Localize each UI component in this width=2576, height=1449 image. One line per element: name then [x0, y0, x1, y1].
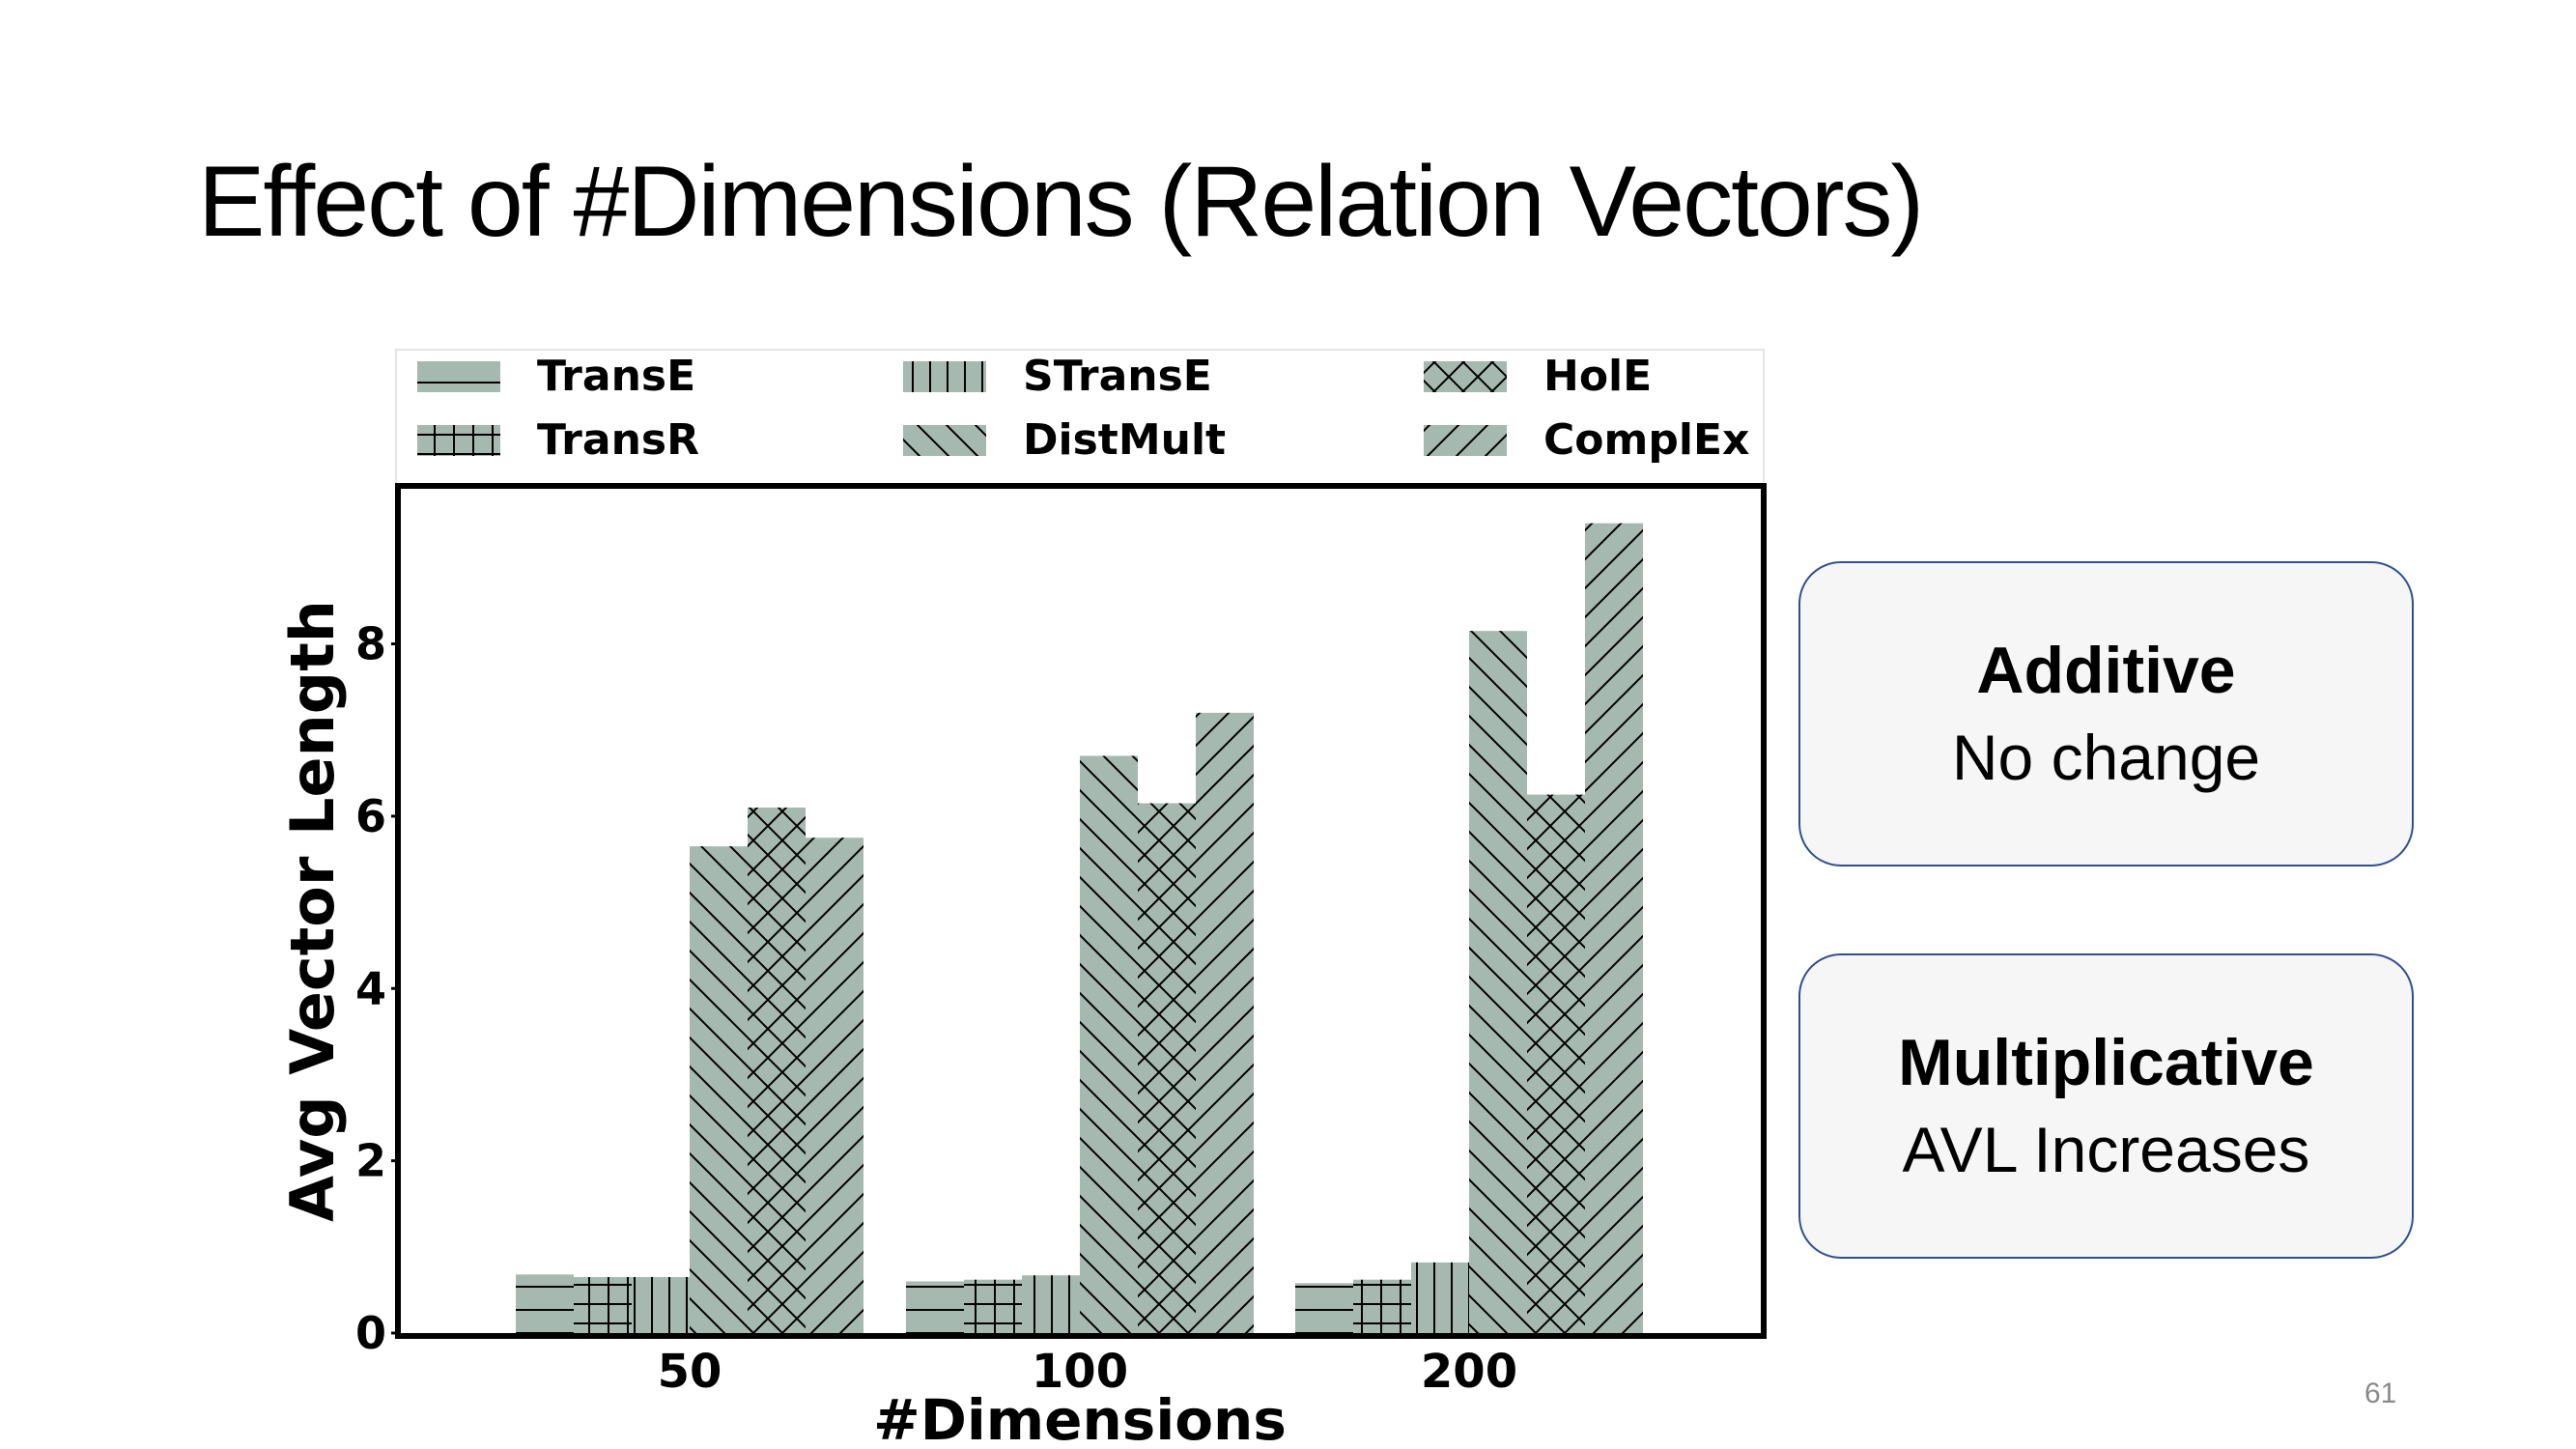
bar-hatch [806, 838, 863, 1333]
legend-label-transe: TransE [537, 352, 695, 401]
bar-hatch [1080, 755, 1138, 1333]
bar-hatch [690, 846, 748, 1333]
bar-hatch [964, 1279, 1022, 1333]
callout-heading: Additive [1976, 633, 2236, 707]
legend-label-stranse: STransE [1023, 352, 1212, 401]
bars [516, 523, 1643, 1333]
bar-hatch [574, 1277, 632, 1333]
legend-swatch-hatch [903, 361, 986, 392]
legend-label-complex: ComplEx [1543, 415, 1749, 465]
y-tick-label: 8 [355, 618, 386, 670]
y-axis-label: Avg Vector Length [277, 600, 348, 1222]
y-tick-label: 2 [355, 1135, 386, 1187]
bar-hatch [516, 1274, 574, 1333]
bar-hatch [1022, 1275, 1080, 1333]
legend: TransE TransR STransE DistMult HolE ComplEx [417, 352, 1749, 465]
y-tick-label: 4 [355, 962, 386, 1014]
legend-label-hole: HolE [1543, 352, 1652, 401]
legend-label-transr: TransR [537, 415, 699, 465]
legend-box [395, 349, 1765, 486]
y-tick-label: 0 [355, 1307, 386, 1359]
x-tick-label: 50 [658, 1345, 722, 1399]
bar-hatch [1469, 631, 1527, 1333]
bar-hatch [1527, 794, 1585, 1333]
callout-text: AVL Increases [1902, 1114, 2310, 1186]
bar-hatch [1353, 1279, 1411, 1333]
bar-hatch [1196, 712, 1254, 1333]
bar-hatch [632, 1277, 690, 1333]
slide-title: Effect of #Dimensions (Relation Vectors) [198, 146, 1924, 258]
legend-swatch-hatch [1424, 361, 1507, 392]
y-axis: 0 2 4 6 8 [355, 618, 398, 1359]
callout-heading: Multiplicative [1898, 1025, 2314, 1099]
bar-hatch [1138, 803, 1196, 1333]
legend-swatch-hatch [417, 425, 500, 456]
bar-hatch [1411, 1262, 1469, 1333]
callout-text: No change [1951, 722, 2261, 794]
legend-swatch-hatch [1424, 425, 1507, 456]
additive-callout: Additive No change [1798, 561, 2414, 867]
plot-frame [395, 483, 1767, 1339]
legend-swatch-hatch [903, 425, 986, 456]
legend-label-distmult: DistMult [1023, 415, 1226, 465]
x-tick-label: 100 [1032, 1345, 1128, 1399]
page-number: 61 [2364, 1378, 2397, 1409]
legend-swatch-hatch [417, 361, 500, 392]
x-axis-label: #Dimensions [873, 1387, 1287, 1449]
bar-hatch [906, 1281, 964, 1333]
x-axis: 50 100 200 [658, 1345, 1518, 1399]
y-tick-label: 6 [355, 790, 386, 842]
multiplicative-callout: Multiplicative AVL Increases [1798, 953, 2414, 1259]
bar-hatch [1295, 1283, 1353, 1333]
bar-hatch [748, 807, 806, 1333]
x-tick-label: 200 [1421, 1345, 1517, 1399]
bar-hatch [1585, 523, 1643, 1333]
